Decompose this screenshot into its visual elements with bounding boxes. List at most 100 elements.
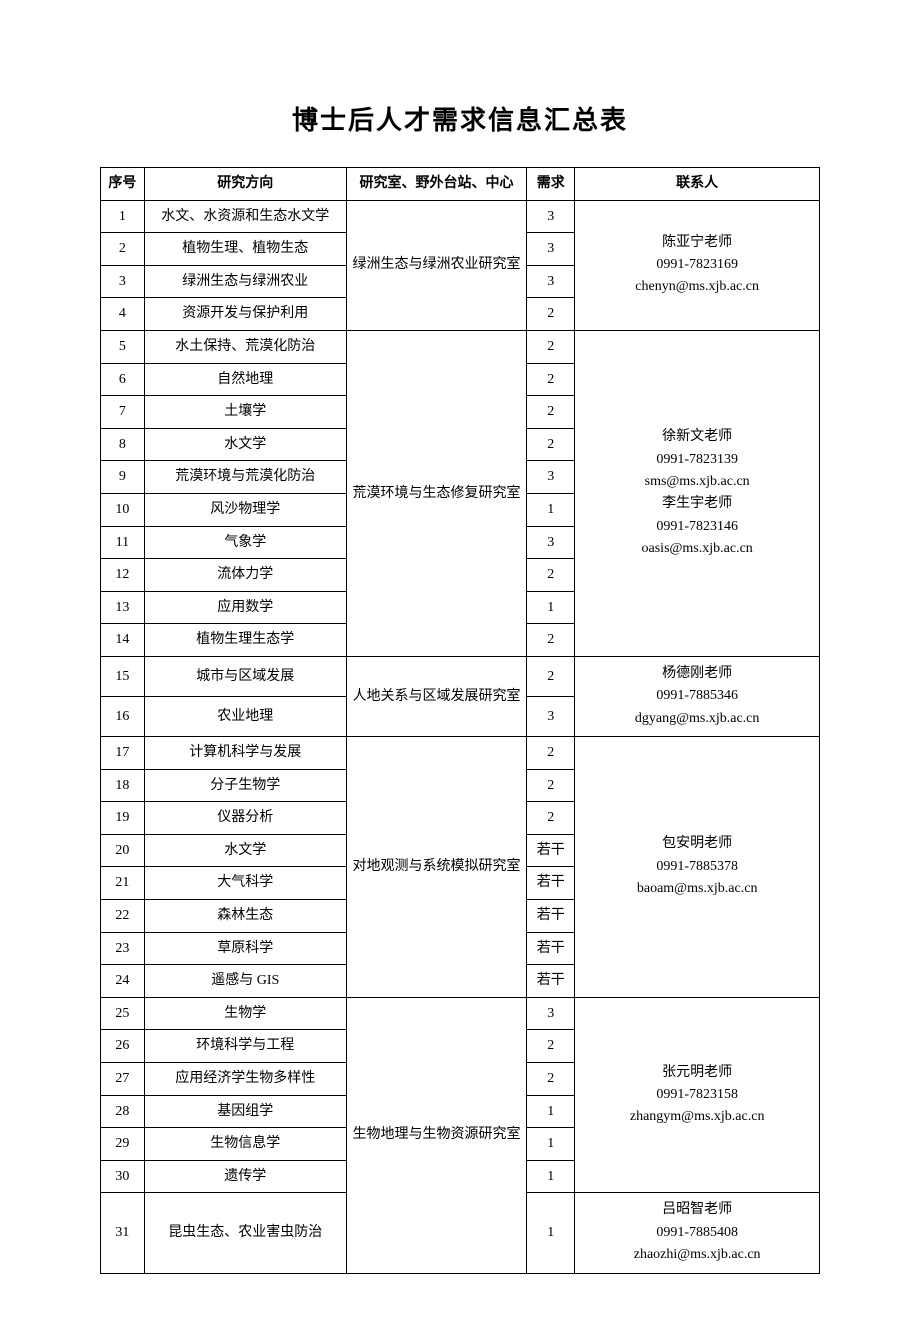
cell-direction: 资源开发与保护利用	[144, 298, 346, 331]
cell-direction: 流体力学	[144, 559, 346, 592]
contact-cell: 陈亚宁老师 0991-7823169 chenyn@ms.xjb.ac.cn	[575, 200, 820, 330]
cell-direction: 绿洲生态与绿洲农业	[144, 265, 346, 298]
cell-direction: 水土保持、荒漠化防治	[144, 330, 346, 363]
cell-index: 21	[101, 867, 145, 900]
cell-direction: 气象学	[144, 526, 346, 559]
contact-line: baoam@ms.xjb.ac.cn	[637, 881, 758, 896]
col-header-index: 序号	[101, 168, 145, 201]
cell-direction: 自然地理	[144, 363, 346, 396]
cell-need: 1	[527, 1095, 575, 1128]
cell-need: 2	[527, 396, 575, 429]
cell-index: 5	[101, 330, 145, 363]
cell-direction: 计算机科学与发展	[144, 737, 346, 770]
cell-need: 3	[527, 233, 575, 266]
contact-cell: 徐新文老师0991-7823139sms@ms.xjb.ac.cn李生宇老师09…	[575, 330, 820, 656]
contact-cell: 张元明老师0991-7823158zhangym@ms.xjb.ac.cn	[575, 997, 820, 1193]
contact-line: 0991-7885346	[656, 688, 738, 703]
cell-index: 27	[101, 1063, 145, 1096]
contact-cell: 杨德刚老师 0991-7885346 dgyang@ms.xjb.ac.cn	[575, 656, 820, 736]
contact-line: 张元明老师	[662, 1065, 732, 1080]
cell-index: 31	[101, 1193, 145, 1273]
contact-line: 陈亚宁老师	[662, 235, 732, 250]
cell-lab: 人地关系与区域发展研究室	[346, 656, 527, 736]
cell-need: 2	[527, 802, 575, 835]
cell-index: 13	[101, 591, 145, 624]
cell-lab: 生物地理与生物资源研究室	[346, 997, 527, 1273]
cell-direction: 水文学	[144, 834, 346, 867]
cell-need: 2	[527, 298, 575, 331]
cell-need: 若干	[527, 965, 575, 998]
cell-direction: 大气科学	[144, 867, 346, 900]
cell-need: 2	[527, 559, 575, 592]
cell-direction: 应用经济学生物多样性	[144, 1063, 346, 1096]
table-header-row: 序号 研究方向 研究室、野外台站、中心 需求 联系人	[101, 168, 820, 201]
cell-index: 15	[101, 656, 145, 696]
cell-direction: 生物学	[144, 997, 346, 1030]
cell-direction: 基因组学	[144, 1095, 346, 1128]
cell-index: 4	[101, 298, 145, 331]
cell-index: 3	[101, 265, 145, 298]
cell-index: 1	[101, 200, 145, 233]
cell-need: 2	[527, 1063, 575, 1096]
contact-line: chenyn@ms.xjb.ac.cn	[635, 279, 759, 294]
cell-index: 6	[101, 363, 145, 396]
cell-index: 20	[101, 834, 145, 867]
contact-line: 0991-7885408	[656, 1225, 738, 1240]
cell-direction: 森林生态	[144, 900, 346, 933]
table-row: 15城市与区域发展人地关系与区域发展研究室2杨德刚老师0991-7885346d…	[101, 656, 820, 696]
contact-line: 杨德刚老师	[662, 666, 732, 681]
contact-line: dgyang@ms.xjb.ac.cn	[635, 711, 759, 726]
cell-direction: 水文学	[144, 428, 346, 461]
cell-direction: 植物生理生态学	[144, 624, 346, 657]
cell-direction: 应用数学	[144, 591, 346, 624]
cell-lab: 荒漠环境与生态修复研究室	[346, 330, 527, 656]
table-row: 5水土保持、荒漠化防治荒漠环境与生态修复研究室2徐新文老师0991-782313…	[101, 330, 820, 363]
cell-index: 18	[101, 769, 145, 802]
cell-direction: 荒漠环境与荒漠化防治	[144, 461, 346, 494]
cell-direction: 水文、水资源和生态水文学	[144, 200, 346, 233]
cell-direction: 环境科学与工程	[144, 1030, 346, 1063]
cell-direction: 遗传学	[144, 1160, 346, 1193]
col-header-contact: 联系人	[575, 168, 820, 201]
cell-index: 19	[101, 802, 145, 835]
contact-line: zhaozhi@ms.xjb.ac.cn	[634, 1247, 761, 1262]
contact-line: oasis@ms.xjb.ac.cn	[642, 541, 753, 556]
cell-index: 2	[101, 233, 145, 266]
cell-index: 30	[101, 1160, 145, 1193]
cell-index: 7	[101, 396, 145, 429]
contact-line: 包安明老师	[662, 836, 732, 851]
cell-need: 3	[527, 265, 575, 298]
cell-lab: 对地观测与系统模拟研究室	[346, 737, 527, 998]
contact-cell: 包安明老师0991-7885378baoam@ms.xjb.ac.cn	[575, 737, 820, 998]
postdoc-demand-table: 序号 研究方向 研究室、野外台站、中心 需求 联系人 1水文、水资源和生态水文学…	[100, 167, 820, 1274]
cell-need: 1	[527, 1128, 575, 1161]
cell-index: 12	[101, 559, 145, 592]
table-body: 1水文、水资源和生态水文学绿洲生态与绿洲农业研究室3陈亚宁老师0991-7823…	[101, 200, 820, 1273]
cell-index: 9	[101, 461, 145, 494]
cell-need: 2	[527, 363, 575, 396]
cell-need: 若干	[527, 834, 575, 867]
cell-index: 14	[101, 624, 145, 657]
cell-need: 3	[527, 200, 575, 233]
cell-direction: 土壤学	[144, 396, 346, 429]
contact-line: 李生宇老师	[662, 496, 732, 511]
cell-index: 10	[101, 493, 145, 526]
cell-lab: 绿洲生态与绿洲农业研究室	[346, 200, 527, 330]
cell-need: 1	[527, 493, 575, 526]
contact-line: 徐新文老师	[662, 429, 732, 444]
cell-index: 23	[101, 932, 145, 965]
page-title: 博士后人才需求信息汇总表	[100, 100, 820, 137]
cell-direction: 生物信息学	[144, 1128, 346, 1161]
cell-direction: 风沙物理学	[144, 493, 346, 526]
contact-line: 0991-7823169	[656, 257, 738, 272]
cell-direction: 昆虫生态、农业害虫防治	[144, 1193, 346, 1273]
cell-need: 1	[527, 1193, 575, 1273]
cell-need: 2	[527, 1030, 575, 1063]
table-row: 1水文、水资源和生态水文学绿洲生态与绿洲农业研究室3陈亚宁老师0991-7823…	[101, 200, 820, 233]
cell-need: 1	[527, 1160, 575, 1193]
cell-index: 25	[101, 997, 145, 1030]
cell-need: 2	[527, 330, 575, 363]
cell-direction: 城市与区域发展	[144, 656, 346, 696]
cell-need: 若干	[527, 900, 575, 933]
cell-need: 若干	[527, 867, 575, 900]
